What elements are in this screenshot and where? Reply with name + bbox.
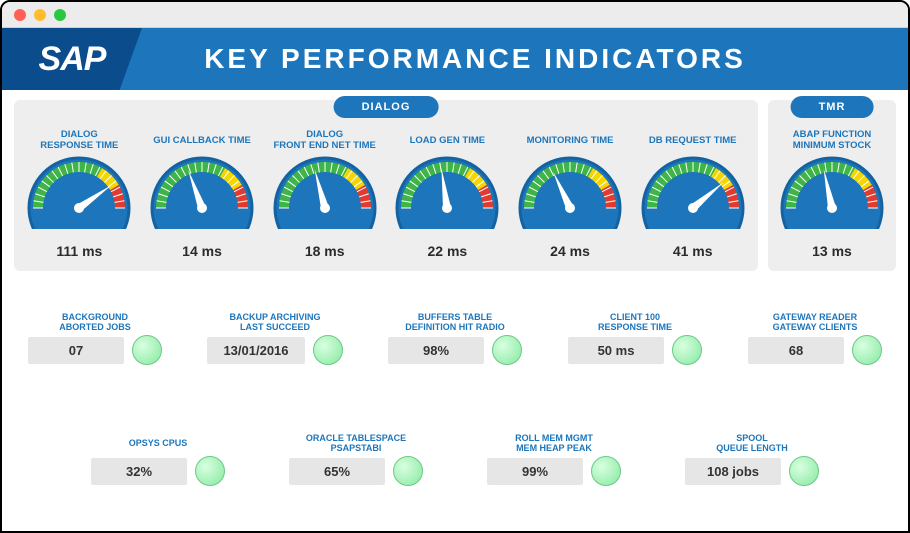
content-area: DIALOG DIALOGRESPONSE TIME 111 ms GUI CALLB… (2, 90, 908, 531)
status-value: 99% (487, 458, 583, 485)
status-title: ORACLE TABLESPACEPSAPSTABI (306, 432, 406, 454)
gauge-row: DIALOGDIALOGRESPONSE TIME111 msGUI CALLB… (14, 100, 896, 271)
status-value: 07 (28, 337, 124, 364)
app-window: SAP KEY PERFORMANCE INDICATORS DIALOG DIA… (0, 0, 910, 533)
status-cell: BACKUP ARCHIVINGLAST SUCCEED 13/01/2016 (194, 311, 356, 365)
gauge-title: DB REQUEST TIME (649, 128, 737, 154)
status-light-icon (789, 456, 819, 486)
window-titlebar (2, 2, 908, 28)
gauge-dial (780, 154, 884, 229)
gauge-dial (395, 154, 499, 229)
status-body: 07 (28, 335, 162, 365)
gauge-title: LOAD GEN TIME (410, 128, 485, 154)
gauge-cell: LOAD GEN TIME 22 ms (388, 128, 507, 259)
brand-logo-text: SAP (39, 40, 106, 79)
gauge-cell: GUI CALLBACK TIME 14 ms (143, 128, 262, 259)
group-tab: TMR (791, 96, 874, 118)
status-body: 65% (289, 456, 423, 486)
gauge-dial (27, 154, 131, 229)
status-title: BUFFERS TABLEDEFINITION HIT RADIO (405, 311, 505, 333)
minimize-icon[interactable] (34, 9, 46, 21)
status-light-icon (132, 335, 162, 365)
page-title: KEY PERFORMANCE INDICATORS (142, 43, 908, 75)
status-cell: GATEWAY READERGATEWAY CLIENTS 68 (734, 311, 896, 365)
status-value: 65% (289, 458, 385, 485)
gauge-title: DIALOGRESPONSE TIME (40, 128, 118, 154)
status-value: 13/01/2016 (207, 337, 304, 364)
status-body: 68 (748, 335, 882, 365)
status-light-icon (393, 456, 423, 486)
status-title: BACKUP ARCHIVINGLAST SUCCEED (229, 311, 320, 333)
gauge-dial (150, 154, 254, 229)
gauge-title: GUI CALLBACK TIME (153, 128, 251, 154)
gauge-cell: ABAP FUNCTIONMINIMUM STOCK 13 ms (774, 128, 890, 259)
gauge-value: 41 ms (673, 243, 713, 259)
gauge-group-dialog: DIALOGDIALOGRESPONSE TIME111 msGUI CALLB… (14, 100, 758, 271)
status-value: 68 (748, 337, 844, 364)
status-value: 98% (388, 337, 484, 364)
gauge-cell: MONITORING TIME 24 ms (511, 128, 630, 259)
status-title: SPOOLQUEUE LENGTH (716, 432, 788, 454)
gauge-value: 13 ms (812, 243, 852, 259)
status-title: OPSYS CPUS (129, 432, 188, 454)
gauge-dial (518, 154, 622, 229)
close-icon[interactable] (14, 9, 26, 21)
status-cell: BUFFERS TABLEDEFINITION HIT RADIO 98% (374, 311, 536, 365)
status-cell: ORACLE TABLESPACEPSAPSTABI 65% (272, 432, 440, 486)
status-cell: CLIENT 100RESPONSE TIME 50 ms (554, 311, 716, 365)
maximize-icon[interactable] (54, 9, 66, 21)
status-light-icon (313, 335, 343, 365)
status-title: BACKGROUNDABORTED JOBS (59, 311, 131, 333)
gauge-title: DIALOGFRONT END NET TIME (273, 128, 375, 154)
status-cell: BACKGROUNDABORTED JOBS 07 (14, 311, 176, 365)
status-title: ROLL MEM MGMTMEM HEAP PEAK (515, 432, 593, 454)
gauge-dial (273, 154, 377, 229)
gauge-value: 24 ms (550, 243, 590, 259)
brand-logo: SAP (2, 28, 142, 90)
status-light-icon (852, 335, 882, 365)
status-body: 98% (388, 335, 522, 365)
gauge-value: 14 ms (182, 243, 222, 259)
status-body: 50 ms (568, 335, 702, 365)
status-body: 108 jobs (685, 456, 819, 486)
gauge-title: MONITORING TIME (527, 128, 614, 154)
status-value: 50 ms (568, 337, 664, 364)
status-light-icon (492, 335, 522, 365)
group-tab: DIALOG (334, 96, 439, 118)
gauge-cell: DIALOGRESPONSE TIME 111 ms (20, 128, 139, 259)
status-cell: ROLL MEM MGMTMEM HEAP PEAK 99% (470, 432, 638, 486)
status-light-icon (672, 335, 702, 365)
status-value: 108 jobs (685, 458, 781, 485)
status-light-icon (591, 456, 621, 486)
gauge-value: 18 ms (305, 243, 345, 259)
status-cell: OPSYS CPUS 32% (74, 432, 242, 486)
gauge-cell: DIALOGFRONT END NET TIME 18 ms (265, 128, 384, 259)
status-value: 32% (91, 458, 187, 485)
status-title: GATEWAY READERGATEWAY CLIENTS (773, 311, 858, 333)
gauge-group-tmr: TMRABAP FUNCTIONMINIMUM STOCK13 ms (768, 100, 896, 271)
status-body: 32% (91, 456, 225, 486)
header-bar: SAP KEY PERFORMANCE INDICATORS (2, 28, 908, 90)
gauge-dial (641, 154, 745, 229)
status-title: CLIENT 100RESPONSE TIME (598, 311, 672, 333)
status-section: BACKGROUNDABORTED JOBS 07 BACKUP ARCHIVING… (14, 281, 896, 523)
status-row: OPSYS CPUS 32% ORACLE TABLESPACEPSAPSTABI 6… (14, 432, 896, 486)
status-light-icon (195, 456, 225, 486)
gauge-cell: DB REQUEST TIME 41 ms (633, 128, 752, 259)
gauge-title: ABAP FUNCTIONMINIMUM STOCK (793, 128, 871, 154)
status-row: BACKGROUNDABORTED JOBS 07 BACKUP ARCHIVING… (14, 311, 896, 365)
gauge-value: 22 ms (428, 243, 468, 259)
status-body: 13/01/2016 (207, 335, 342, 365)
status-body: 99% (487, 456, 621, 486)
status-cell: SPOOLQUEUE LENGTH 108 jobs (668, 432, 836, 486)
gauge-value: 111 ms (56, 243, 102, 259)
